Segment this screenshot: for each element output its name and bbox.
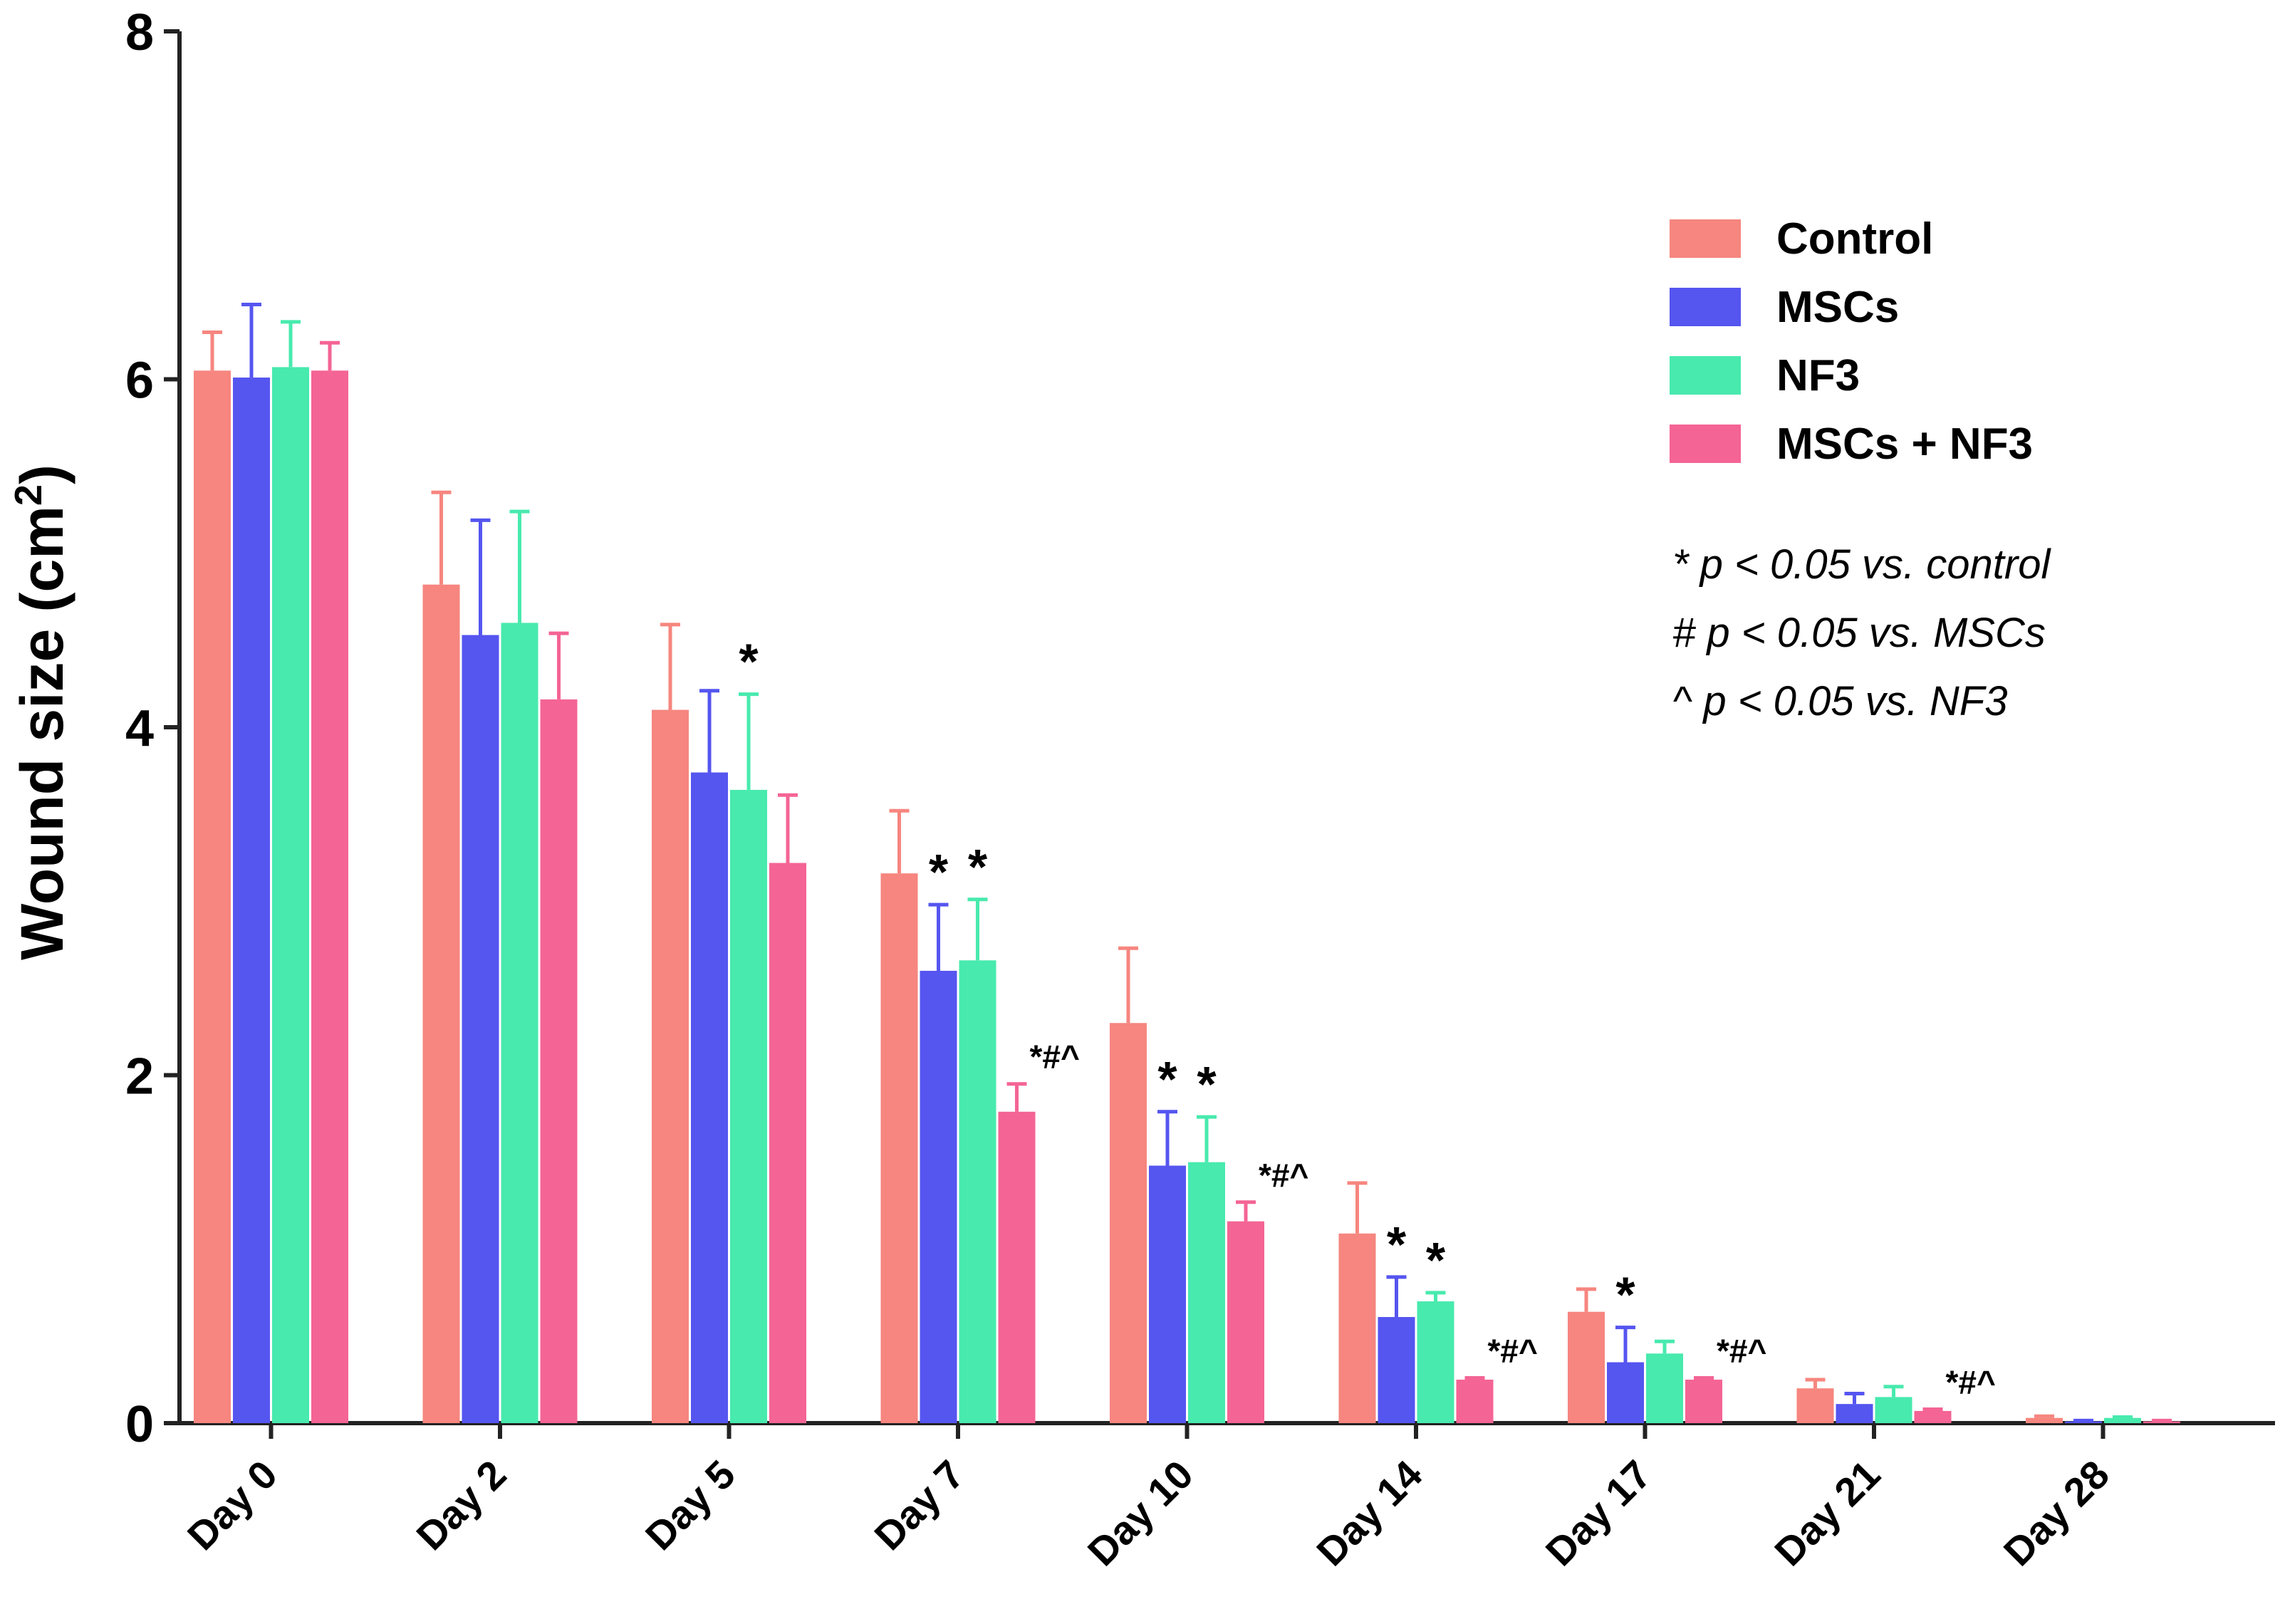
bar [2026,1417,2063,1423]
x-tick-label: Day 5 [637,1452,744,1558]
significance-marker: * [929,844,949,900]
bar [311,370,348,1423]
bar [730,789,767,1423]
bar [880,873,918,1423]
bar [652,709,689,1423]
y-tick-label: 4 [125,700,154,757]
bar [272,367,309,1423]
y-tick-label: 2 [125,1048,154,1105]
significance-note: ^ p < 0.05 vs. NF3 [1672,678,2008,724]
bar [1149,1165,1186,1423]
legend-swatch [1670,356,1741,395]
bar [1646,1353,1683,1423]
legend-label: MSCs + NF3 [1776,420,2033,469]
bar [920,970,957,1423]
bar [1914,1410,1952,1423]
significance-markers: * * * *#^ * * *#^ * * *#^ * *#^ *#^ [739,634,1995,1401]
x-tick-label: Day 17 [1537,1452,1660,1574]
bar [1607,1362,1644,1423]
bar [959,960,996,1423]
significance-marker: *#^ [1946,1363,1996,1400]
significance-marker: * [739,634,759,689]
significance-marker: * [968,839,988,895]
significance-marker: *#^ [1717,1332,1766,1369]
x-tick-label: Day 21 [1766,1452,1888,1574]
legend-swatch [1670,425,1741,463]
significance-notes: * p < 0.05 vs. control # p < 0.05 vs. MSC… [1672,541,2051,724]
significance-marker: * [1387,1217,1407,1272]
legend-swatch [1670,219,1741,258]
bar [1338,1233,1376,1423]
significance-note: * p < 0.05 vs. control [1672,541,2051,588]
bar [1188,1162,1225,1423]
legend-label: NF3 [1776,351,1860,400]
significance-note: # p < 0.05 vs. MSCs [1672,610,2046,656]
bar [769,863,806,1423]
bar [1875,1397,1912,1423]
chart-legend: Control MSCs NF3 MSCs + NF3 [1670,214,2033,469]
legend-swatch [1670,288,1741,326]
bar [422,584,460,1423]
x-tick-label: Day 7 [865,1452,972,1558]
bar [1227,1221,1264,1423]
bar [1456,1379,1494,1423]
x-tick-label: Day 28 [1995,1452,2118,1574]
bar [194,370,231,1423]
bar [1796,1388,1834,1423]
bar [540,699,578,1423]
bar [998,1111,1036,1423]
significance-marker: *#^ [1259,1157,1308,1194]
bar [2104,1417,2141,1423]
significance-marker: *#^ [1030,1039,1080,1076]
legend-label: Control [1776,214,1933,264]
bar [233,378,270,1423]
bar [1836,1404,1873,1423]
bar [1417,1301,1454,1423]
bar [1110,1023,1147,1423]
significance-marker: *#^ [1488,1332,1538,1369]
bar [462,635,499,1423]
x-tick-label: Day 10 [1079,1452,1202,1574]
significance-marker: * [1157,1051,1177,1107]
significance-marker: * [1615,1267,1635,1323]
x-tick-label: Day 0 [179,1452,286,1558]
y-axis-label: Wound size (cm2) [7,464,76,960]
y-tick-label: 0 [125,1396,154,1453]
bar [1685,1379,1722,1423]
chart-bars [194,302,2180,1424]
legend-label: MSCs [1776,283,1899,332]
x-tick-label: Day 2 [407,1452,514,1558]
bar [1568,1311,1605,1423]
bar [691,772,728,1423]
significance-marker: * [1426,1232,1446,1288]
x-tick-label: Day 14 [1308,1452,1430,1574]
bar [1378,1317,1415,1423]
y-tick-label: 6 [125,353,154,410]
bar [501,623,538,1424]
significance-marker: * [1197,1056,1217,1112]
y-tick-label: 8 [125,4,154,61]
